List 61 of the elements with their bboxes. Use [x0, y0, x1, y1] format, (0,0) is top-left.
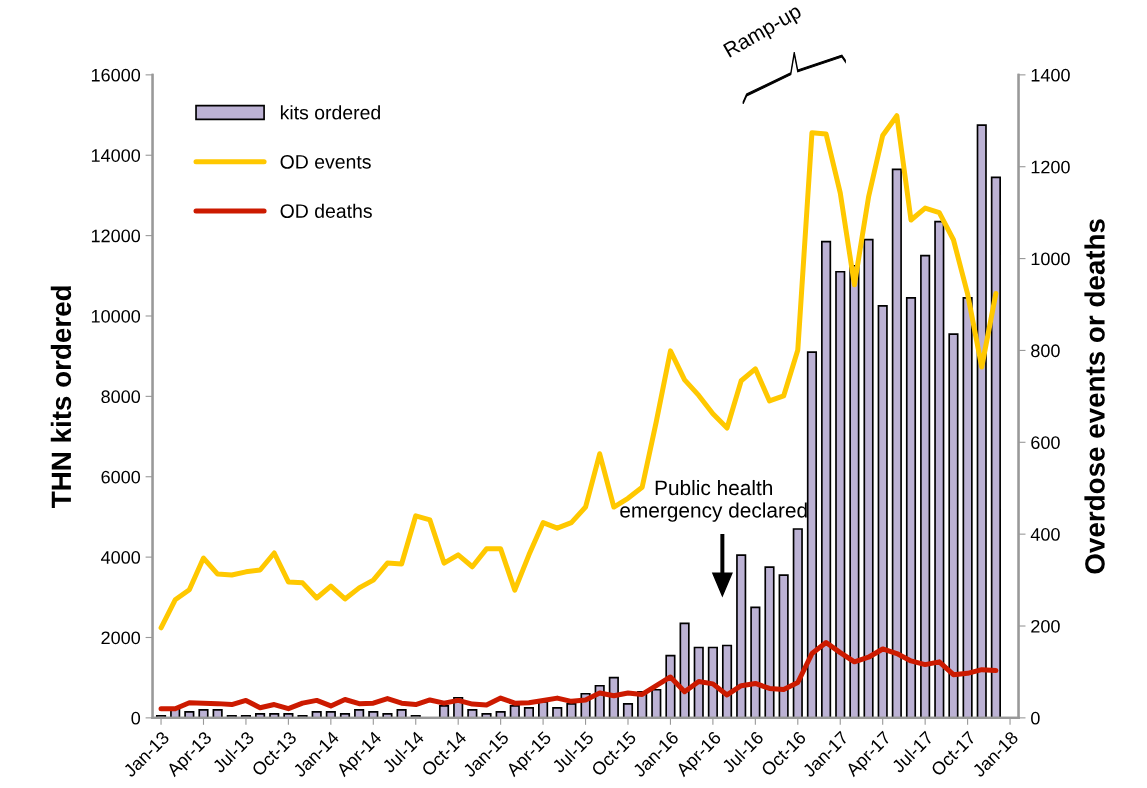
bar: [523, 706, 535, 718]
bar: [976, 124, 987, 718]
bar: [198, 708, 209, 718]
bar: [325, 711, 336, 718]
y2-tick-label: 1000: [1031, 252, 1070, 266]
y-axis-title: THN kits ordered: [50, 286, 72, 508]
y2-tick-label: 1400: [1031, 68, 1070, 82]
y2-tick-label: 400: [1030, 528, 1060, 541]
bar: [750, 606, 761, 718]
y2-tick-label: 0: [1031, 711, 1040, 725]
bar: [311, 711, 322, 718]
bar: [835, 270, 846, 718]
bar: [849, 264, 860, 718]
bar: [481, 713, 492, 718]
bar: [212, 708, 223, 718]
bar: [990, 176, 1001, 718]
bar: [368, 711, 379, 718]
bar: [891, 168, 902, 718]
bar: [778, 574, 789, 718]
bar: [184, 711, 195, 718]
bar: [552, 706, 563, 718]
y-tick-label: 10000: [91, 309, 141, 323]
bar: [566, 702, 577, 718]
bar: [438, 704, 450, 718]
bar: [905, 297, 917, 718]
bar: [622, 702, 634, 718]
bar: [354, 708, 365, 718]
legend-label: OD events: [280, 154, 371, 169]
y2-tick-label: 600: [1031, 436, 1060, 450]
bar: [495, 711, 506, 718]
bar: [948, 333, 959, 718]
y2-tick-label: 1200: [1031, 160, 1070, 174]
legend-label: kits ordered: [280, 105, 380, 120]
bar: [877, 305, 888, 718]
bar: [467, 708, 478, 718]
bar: [920, 254, 931, 718]
y-tick-label: 4000: [101, 551, 141, 564]
y-tick-label: 0: [131, 711, 141, 725]
y-tick-label: 14000: [91, 149, 141, 162]
bar: [934, 220, 945, 718]
bar: [396, 708, 407, 718]
bar: [792, 528, 803, 718]
bar: [806, 351, 818, 718]
y2-tick-label: 800: [1031, 344, 1060, 358]
y2-axis-title: Overdose events or deaths: [1084, 219, 1105, 574]
y-tick-label: 2000: [101, 631, 141, 645]
y-tick-label: 16000: [91, 68, 141, 82]
y-tick-label: 8000: [101, 390, 141, 404]
bar: [863, 238, 874, 718]
y-tick-label: 12000: [91, 229, 141, 243]
bar: [821, 240, 832, 718]
y2-tick-label: 200: [1031, 619, 1060, 633]
bar: [764, 566, 775, 718]
bar: [651, 688, 662, 718]
annotation: Public health emergency declared: [620, 479, 807, 522]
bar: [679, 622, 690, 718]
bar: [736, 554, 747, 718]
bar: [962, 297, 973, 718]
bar: [382, 713, 393, 718]
legend-label: OD deaths: [280, 203, 372, 218]
y-tick-label: 6000: [101, 470, 141, 484]
